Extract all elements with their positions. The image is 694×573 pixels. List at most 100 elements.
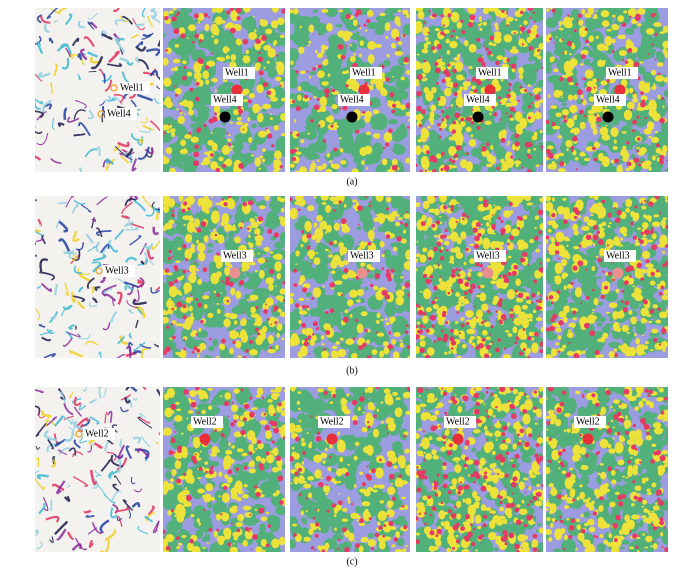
blob [416, 90, 422, 97]
blob [211, 35, 215, 38]
stroke [35, 308, 41, 321]
blob [323, 88, 330, 95]
stroke [40, 15, 51, 24]
blob [342, 105, 348, 111]
blob [649, 331, 660, 338]
blob [380, 87, 387, 96]
blob [648, 201, 654, 207]
blob [616, 243, 621, 246]
blob [536, 316, 543, 322]
blob [455, 291, 459, 296]
blob [640, 33, 655, 53]
blob [536, 80, 543, 87]
stroke [125, 256, 138, 263]
blob [303, 341, 309, 347]
blob [578, 19, 584, 26]
blob [167, 198, 176, 208]
stroke [104, 529, 117, 542]
blob [269, 117, 273, 121]
blob [294, 220, 308, 231]
blob [662, 250, 665, 254]
blob [500, 297, 503, 301]
blob [431, 86, 437, 94]
blob [514, 141, 520, 147]
blob [269, 251, 274, 254]
blob [509, 48, 519, 54]
blob [239, 226, 243, 230]
blob [163, 254, 168, 260]
blob [502, 274, 508, 280]
blob [182, 243, 187, 249]
blob [187, 8, 193, 13]
blob [294, 170, 299, 172]
blob [295, 106, 301, 112]
stroke [92, 262, 103, 273]
blob [349, 142, 361, 158]
blob [163, 204, 170, 213]
blob [331, 70, 346, 91]
blob [663, 89, 668, 98]
blob [422, 311, 427, 316]
blob [290, 297, 294, 305]
blob [329, 294, 338, 304]
blob [642, 352, 647, 355]
blob [273, 159, 283, 171]
stroke [68, 350, 84, 358]
stroke [156, 388, 160, 397]
blob [306, 307, 310, 311]
blob [419, 149, 423, 153]
stroke [46, 443, 56, 453]
blob [467, 79, 470, 82]
blob [584, 13, 592, 19]
blob [225, 55, 230, 60]
blob [260, 19, 269, 27]
blob [534, 91, 538, 95]
blob [450, 273, 456, 279]
blob [314, 227, 324, 241]
blob [583, 58, 591, 66]
blob [514, 289, 518, 293]
blob [586, 86, 592, 92]
blob [470, 121, 475, 125]
blob [567, 94, 573, 101]
blob [592, 16, 598, 19]
blob [357, 223, 360, 226]
blob [340, 252, 344, 256]
stroke [79, 48, 88, 61]
blob [234, 340, 242, 349]
well-marker [356, 267, 368, 279]
blob [416, 334, 420, 340]
blob [186, 100, 194, 109]
blob [163, 57, 169, 66]
blob [554, 10, 561, 15]
blob [384, 294, 391, 300]
blob [607, 38, 612, 42]
blob [612, 202, 619, 209]
blob [427, 159, 441, 172]
blob [523, 278, 537, 289]
blob [521, 304, 528, 310]
blob [572, 317, 577, 321]
blob [450, 34, 454, 38]
blob [225, 270, 230, 276]
blob [456, 53, 461, 58]
blob [167, 124, 173, 129]
blob [188, 305, 193, 312]
blob [533, 147, 536, 151]
blob [217, 234, 225, 244]
blob [350, 33, 360, 41]
blob [175, 108, 179, 110]
blob [401, 346, 410, 358]
blob [417, 138, 422, 143]
blob [439, 127, 443, 131]
blob [400, 276, 404, 279]
stroke [95, 227, 103, 238]
blob [235, 8, 242, 14]
blob [225, 158, 233, 167]
blob [577, 13, 583, 18]
blob [516, 218, 525, 229]
blob [626, 113, 629, 116]
blob [213, 20, 216, 23]
blob [425, 328, 430, 333]
blob [400, 221, 403, 225]
